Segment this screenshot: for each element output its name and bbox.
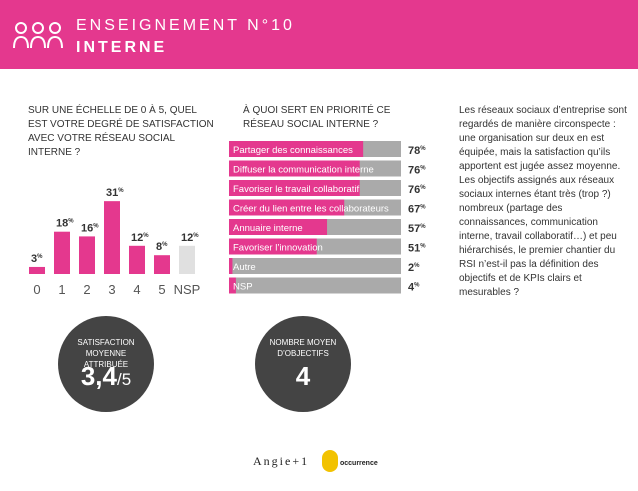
vbar-category-label: 1 bbox=[58, 282, 65, 297]
vbar-5 bbox=[154, 255, 170, 274]
vbar-4 bbox=[129, 245, 145, 274]
satisfaction-value: 3,4 bbox=[80, 361, 117, 391]
question-satisfaction: SUR UNE ÉCHELLE DE 0 À 5, QUEL EST VOTRE… bbox=[28, 105, 214, 158]
occurrence-logo: occurrence bbox=[322, 450, 384, 474]
vbar-category-label: 0 bbox=[33, 282, 40, 297]
vbar-0 bbox=[29, 266, 45, 274]
hbar-track bbox=[229, 258, 401, 274]
header-title-line2: INTERNE bbox=[76, 39, 168, 56]
vbar-1 bbox=[54, 231, 70, 274]
angie-logo: Angie+1 bbox=[253, 454, 310, 468]
satisfaction-denominator: /5 bbox=[116, 370, 132, 389]
hbar-category-label: Partager des connaissances bbox=[233, 145, 353, 156]
objectives-value: 4 bbox=[295, 361, 311, 391]
vbar-category-label: 2 bbox=[83, 282, 90, 297]
hbar-fill bbox=[229, 141, 364, 157]
header-banner: ENSEIGNEMENT N°10 INTERNE bbox=[0, 0, 638, 69]
hbar-fill bbox=[229, 160, 360, 177]
hbar-value-label: 76% bbox=[408, 165, 426, 177]
vbar-category-label: 5 bbox=[158, 282, 165, 297]
occurrence-logo-text: occurrence bbox=[340, 460, 378, 467]
vbar-category-label: 3 bbox=[108, 282, 115, 297]
header-title-line1: ENSEIGNEMENT N°10 bbox=[76, 17, 295, 34]
satisfaction-circle: SATISFACTION MOYENNE ATTRIBUÉE 3,4/5 bbox=[58, 316, 154, 412]
hbar-value-label: 4% bbox=[408, 282, 420, 294]
hbar-fill bbox=[229, 219, 328, 235]
hbar-value-label: 57% bbox=[408, 223, 426, 235]
vbar-2 bbox=[79, 236, 95, 274]
hbar-fill bbox=[229, 199, 345, 216]
hbar-fill bbox=[229, 180, 360, 196]
hbar-fill bbox=[229, 238, 317, 255]
hbar-value-label: 78% bbox=[408, 145, 426, 157]
hbar-category-label: Favoriser le travail collaboratif bbox=[233, 184, 360, 195]
objectives-label: NOMBRE MOYEN D’OBJECTIFS bbox=[269, 338, 337, 358]
hbar-category-label: Annuaire interne bbox=[233, 223, 303, 234]
footer-logos: Angie+1 occurrence bbox=[0, 446, 638, 486]
vbar-category-label: 4 bbox=[133, 282, 140, 297]
hbar-category-label: Créer du lien entre les collaborateurs bbox=[233, 204, 389, 215]
hbar-fill bbox=[229, 277, 236, 294]
objectives-circle: NOMBRE MOYEN D’OBJECTIFS 4 bbox=[255, 316, 351, 412]
hbar-value-label: 67% bbox=[408, 204, 426, 216]
hbar-category-label: Favoriser l’innovation bbox=[233, 243, 323, 254]
hbar-value-label: 51% bbox=[408, 243, 426, 255]
occurrence-mark-icon bbox=[322, 450, 338, 472]
satisfaction-label: SATISFACTION MOYENNE ATTRIBUÉE bbox=[77, 338, 135, 369]
vbar-category-label: NSP bbox=[174, 282, 201, 297]
people-icon bbox=[13, 22, 63, 49]
hbar-category-label: NSP bbox=[233, 282, 253, 293]
commentary-text: Les réseaux sociaux d’entreprise sont re… bbox=[459, 105, 627, 298]
hbar-value-label: 2% bbox=[408, 262, 420, 274]
hbar-value-label: 76% bbox=[408, 184, 426, 196]
question-priority: À QUOI SERT EN PRIORITÉ CE RÉSEAU SOCIAL… bbox=[243, 105, 391, 130]
hbar-category-label: Diffuser la communication interne bbox=[233, 165, 374, 176]
hbar-category-label: Autre bbox=[233, 262, 256, 273]
vbar-NSP bbox=[179, 245, 195, 274]
vbar-3 bbox=[104, 201, 120, 274]
satisfaction-value-wrap: 3,4/5 bbox=[58, 361, 154, 392]
hbar-track bbox=[229, 277, 401, 294]
hbar-fill bbox=[229, 258, 233, 274]
